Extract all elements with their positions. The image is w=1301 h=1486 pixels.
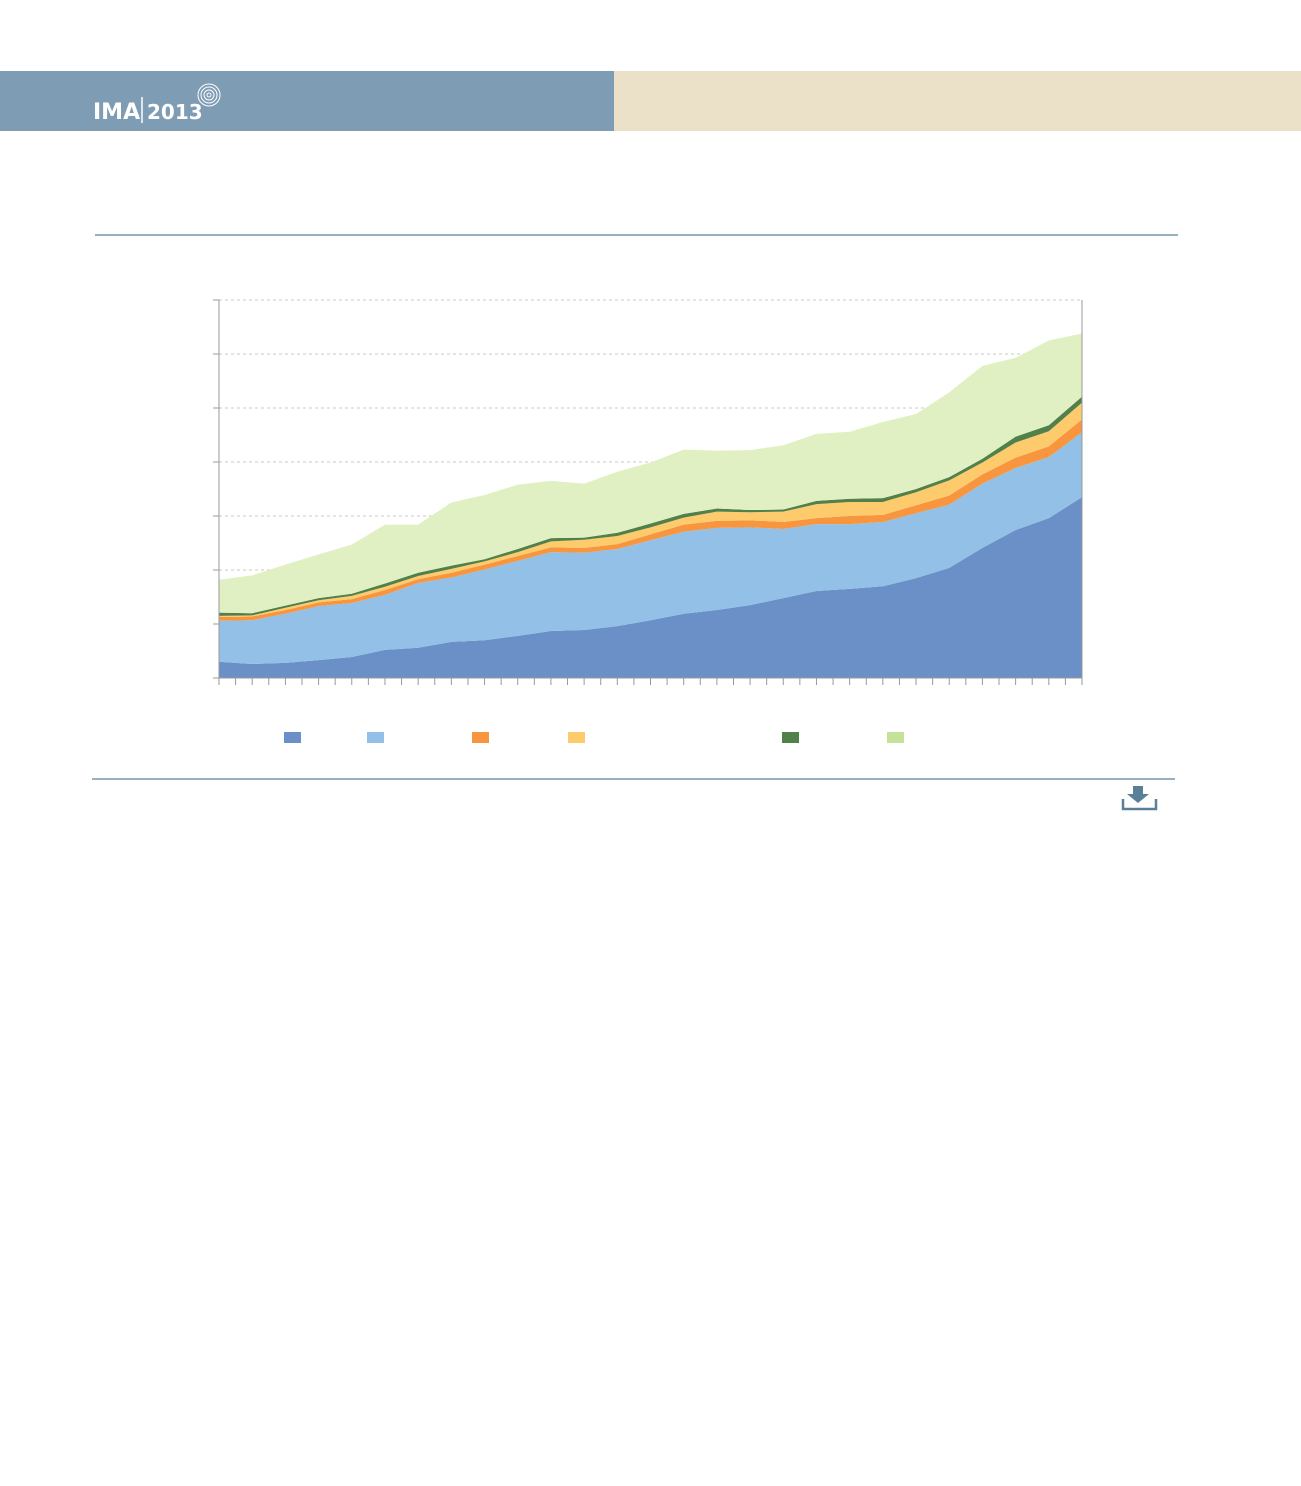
logo-year: 2013 — [147, 100, 203, 124]
logo-rings — [197, 83, 221, 107]
plot — [213, 299, 1083, 743]
logo: IMA — [93, 100, 140, 125]
legend-swatch — [284, 732, 301, 743]
legend-swatch — [472, 732, 489, 743]
download-icon[interactable] — [1121, 786, 1158, 811]
legend-swatch — [568, 732, 585, 743]
area — [219, 333, 1082, 614]
legend-swatch — [367, 732, 384, 743]
header-left — [0, 71, 614, 131]
legend-swatch — [887, 732, 904, 743]
area — [219, 497, 1082, 678]
header-right — [614, 71, 1301, 131]
area — [219, 432, 1082, 664]
legend-swatch — [782, 732, 799, 743]
